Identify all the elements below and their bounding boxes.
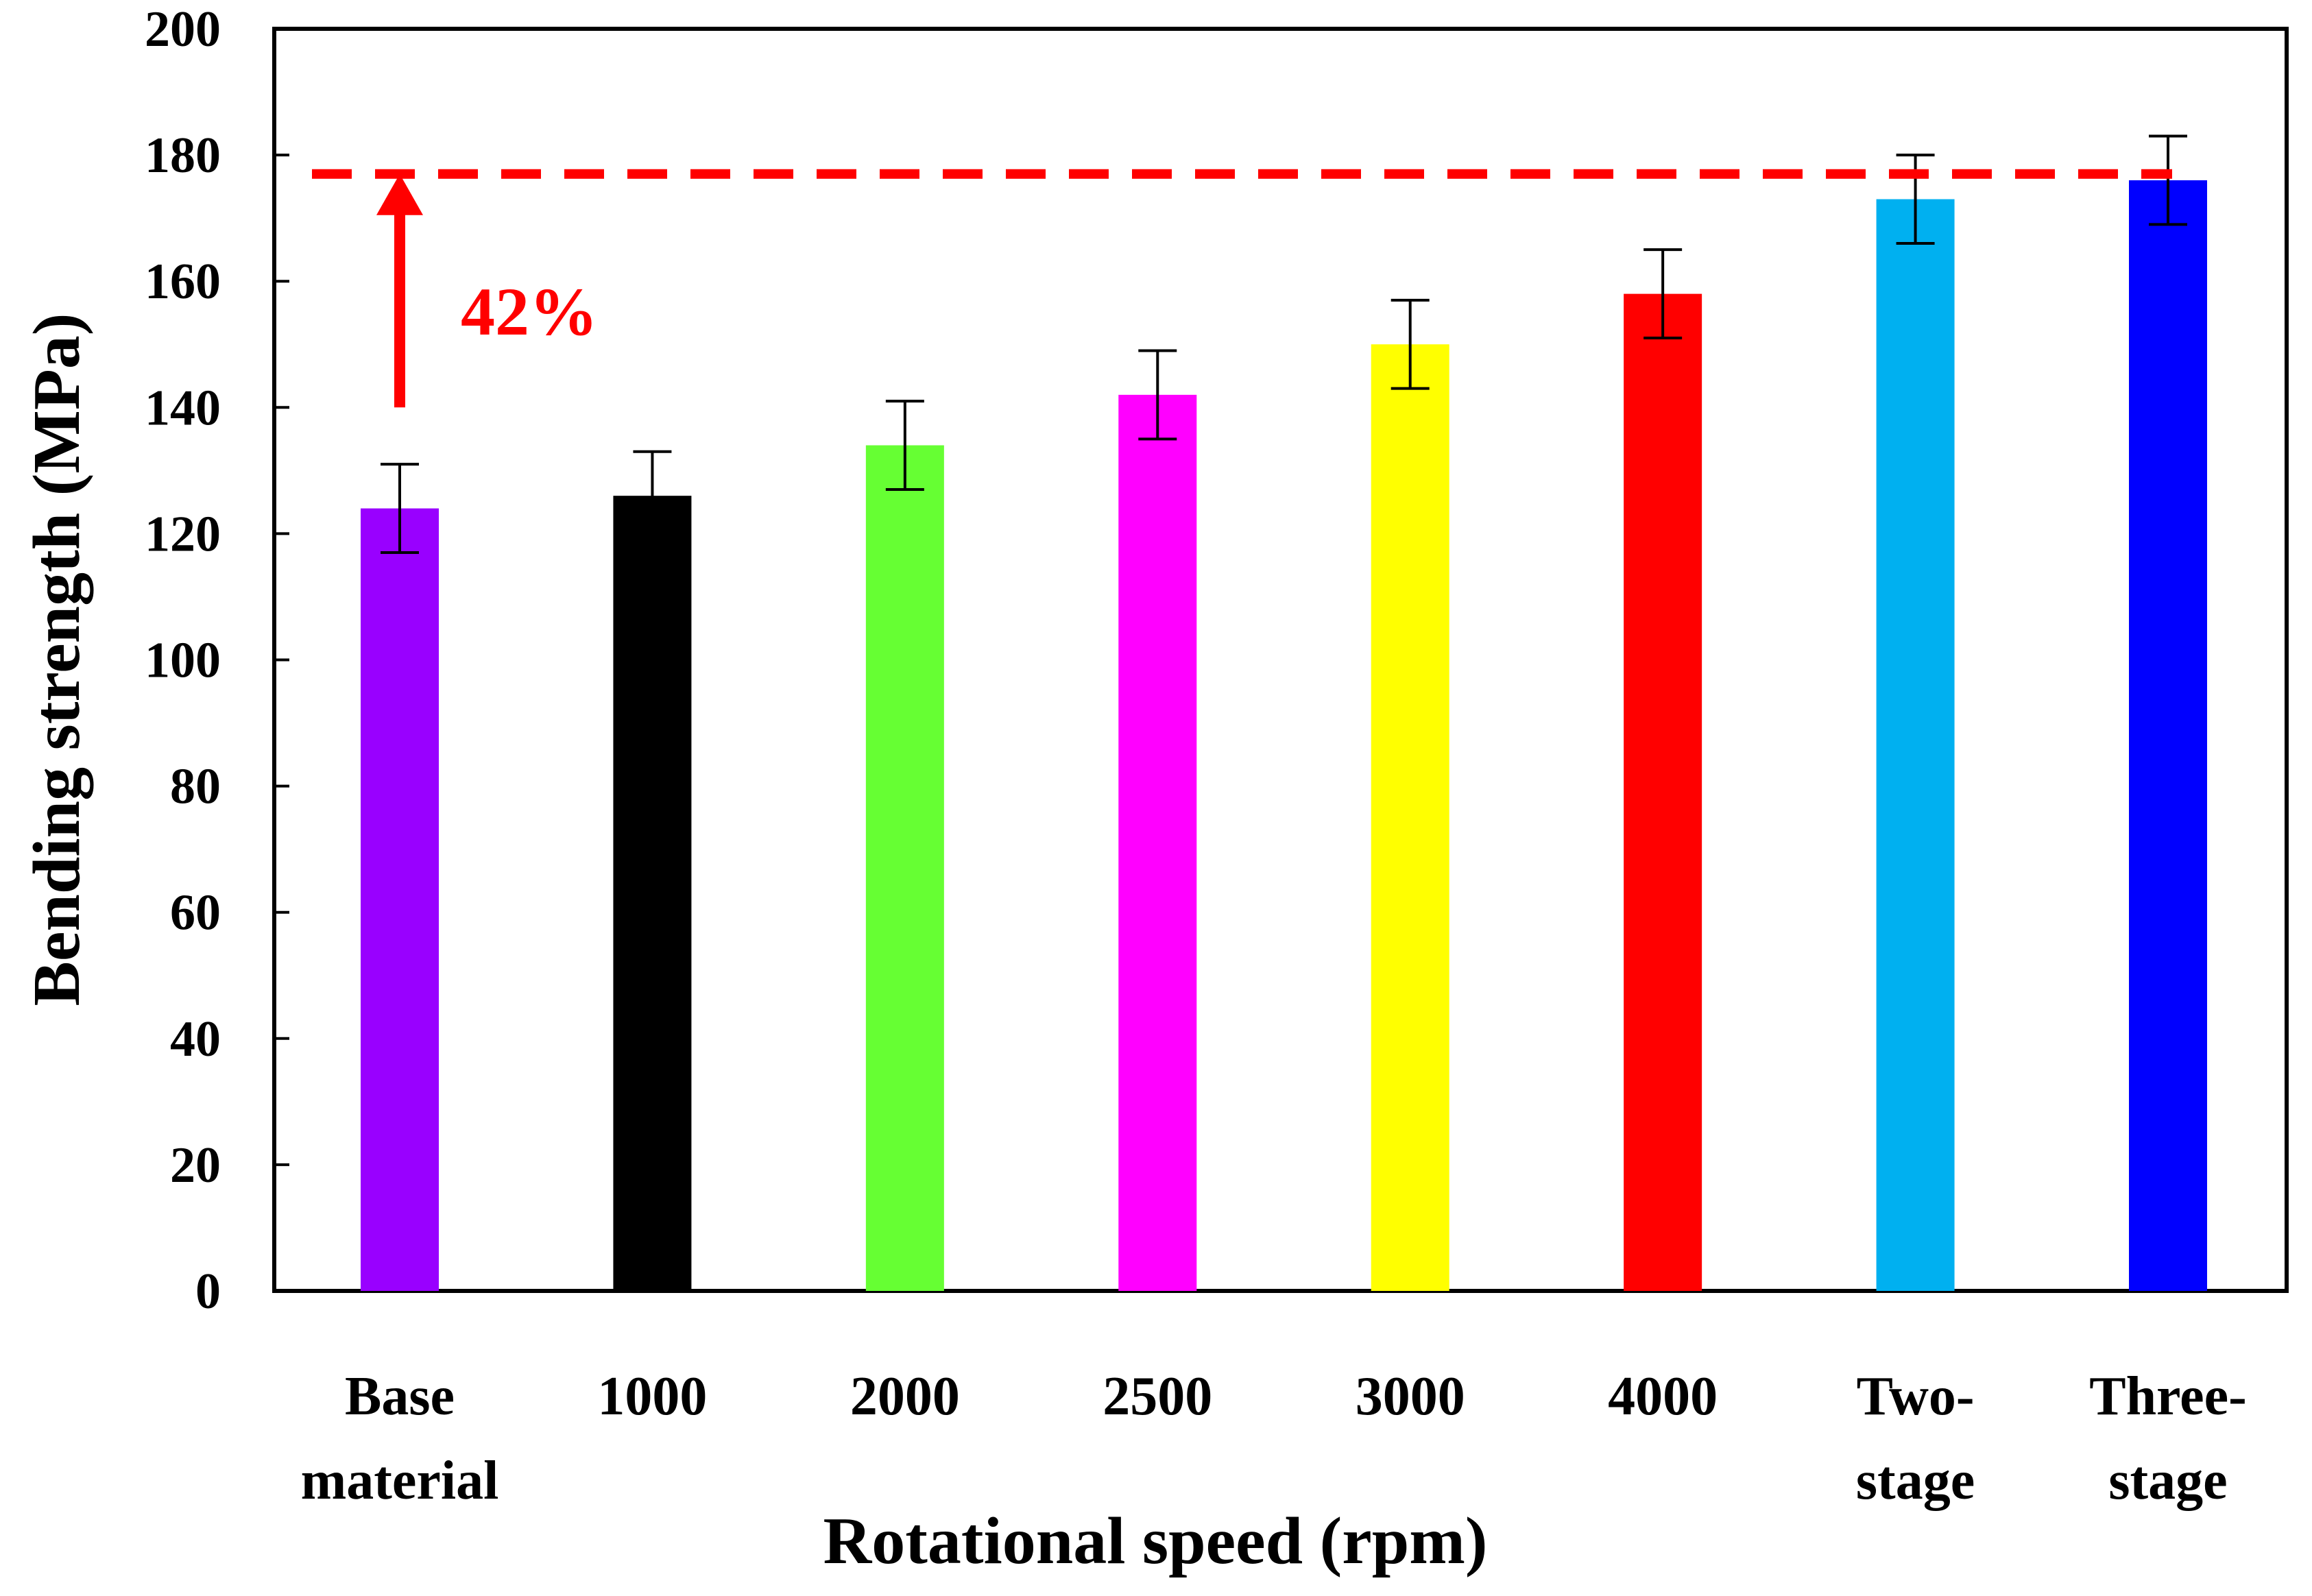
x-category-label: stage bbox=[1856, 1451, 1975, 1511]
x-axis-title: Rotational speed (rpm) bbox=[823, 1504, 1487, 1578]
x-category-label: 3000 bbox=[1356, 1366, 1465, 1427]
x-axis-labels: Base material 1000 2000 2500 3000 4000 Two-stag… bbox=[301, 1366, 2247, 1511]
bar bbox=[865, 445, 944, 1291]
y-tick-label: 180 bbox=[145, 128, 221, 184]
x-category-label: 1000 bbox=[597, 1366, 707, 1427]
x-category-label: 2500 bbox=[1103, 1366, 1212, 1427]
y-axis-ticks: 0 20 40 60 80 100 120 140 160 180 200 bbox=[145, 1, 289, 1320]
y-tick-label: 140 bbox=[145, 380, 221, 436]
y-tick-label: 100 bbox=[145, 633, 221, 689]
bar bbox=[1624, 293, 1702, 1291]
y-tick-label: 80 bbox=[170, 759, 221, 815]
increase-percentage-label: 42% bbox=[461, 274, 598, 350]
annotation-group: 42% bbox=[376, 173, 598, 408]
y-tick-label: 0 bbox=[195, 1264, 221, 1320]
x-category-label: material bbox=[301, 1451, 499, 1511]
x-category-label: Two- bbox=[1857, 1366, 1975, 1427]
y-tick-label: 160 bbox=[145, 254, 221, 310]
error-bars-group bbox=[381, 134, 2187, 555]
plot-frame bbox=[272, 27, 2289, 1293]
y-axis-title: Bending strength (MPa) bbox=[20, 313, 94, 1006]
x-category-label: 4000 bbox=[1608, 1366, 1718, 1427]
y-tick-label: 200 bbox=[145, 1, 221, 58]
increase-arrow-head bbox=[376, 173, 423, 215]
bar bbox=[1371, 344, 1449, 1291]
bar bbox=[1118, 394, 1197, 1291]
x-category-label: Three- bbox=[2089, 1366, 2247, 1427]
x-category-label: Base bbox=[345, 1366, 455, 1427]
y-tick-label: 120 bbox=[145, 506, 221, 562]
bar bbox=[361, 508, 439, 1291]
bar bbox=[613, 496, 692, 1292]
bar bbox=[2129, 180, 2207, 1291]
y-tick-label: 20 bbox=[170, 1137, 221, 1194]
bars-group bbox=[361, 180, 2207, 1292]
bar bbox=[1876, 199, 1955, 1291]
x-category-label: stage bbox=[2108, 1451, 2227, 1511]
y-tick-label: 40 bbox=[170, 1011, 221, 1067]
y-tick-label: 60 bbox=[170, 885, 221, 941]
x-category-label: 2000 bbox=[850, 1366, 960, 1427]
